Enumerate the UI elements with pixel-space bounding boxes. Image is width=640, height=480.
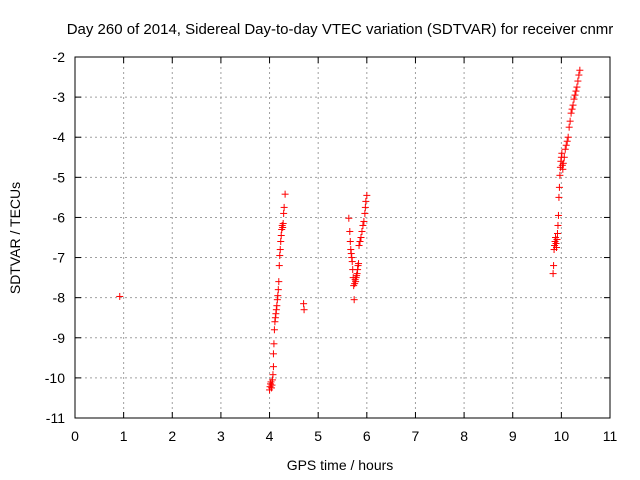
data-point bbox=[269, 350, 277, 358]
data-point bbox=[555, 193, 563, 201]
data-point bbox=[355, 260, 363, 268]
y-tick-label: -6 bbox=[53, 209, 66, 225]
y-tick-label: -7 bbox=[53, 250, 66, 266]
data-point bbox=[277, 238, 285, 246]
data-point bbox=[564, 133, 572, 141]
data-point bbox=[363, 191, 371, 199]
x-tick-label: 3 bbox=[217, 428, 225, 444]
data-point bbox=[270, 340, 278, 348]
data-point bbox=[573, 83, 581, 91]
data-point bbox=[273, 302, 281, 310]
plot-border bbox=[74, 56, 611, 419]
data-point bbox=[568, 105, 576, 113]
data-point bbox=[277, 231, 285, 239]
y-axis-label: SDTVAR / TECUs bbox=[7, 182, 23, 294]
data-point bbox=[549, 270, 557, 278]
x-tick-label: 0 bbox=[71, 428, 79, 444]
data-point bbox=[360, 217, 368, 225]
data-point bbox=[554, 211, 562, 219]
data-point bbox=[570, 95, 578, 103]
data-point bbox=[116, 292, 124, 300]
data-point bbox=[362, 197, 370, 205]
data-point bbox=[361, 209, 369, 217]
data-point bbox=[350, 296, 358, 304]
data-point bbox=[276, 252, 284, 260]
x-axis-label: GPS time / hours bbox=[287, 457, 394, 473]
y-tick-label: -2 bbox=[53, 49, 66, 65]
x-tick-label: 7 bbox=[412, 428, 420, 444]
data-point bbox=[554, 221, 562, 229]
data-point bbox=[269, 371, 277, 379]
data-point bbox=[346, 227, 354, 235]
data-points bbox=[116, 66, 584, 394]
x-tick-label: 1 bbox=[120, 428, 128, 444]
data-point bbox=[358, 227, 366, 235]
data-point bbox=[356, 238, 364, 246]
data-point bbox=[359, 221, 367, 229]
data-point bbox=[562, 141, 570, 149]
data-point bbox=[280, 209, 288, 217]
axis-ticks bbox=[74, 56, 611, 419]
data-point bbox=[270, 326, 278, 334]
data-point bbox=[566, 117, 574, 125]
x-tick-label: 5 bbox=[314, 428, 322, 444]
data-point bbox=[553, 244, 560, 252]
data-point bbox=[559, 159, 567, 167]
data-point bbox=[357, 234, 365, 241]
data-point bbox=[559, 165, 567, 173]
data-point bbox=[571, 91, 579, 99]
data-point bbox=[274, 286, 282, 294]
y-tick-label: -11 bbox=[46, 410, 65, 426]
data-point bbox=[275, 278, 283, 286]
data-point bbox=[574, 77, 582, 85]
data-point bbox=[280, 203, 288, 211]
data-point bbox=[269, 363, 277, 371]
data-point bbox=[279, 219, 287, 227]
data-point bbox=[275, 262, 283, 270]
data-point bbox=[355, 242, 363, 250]
data-point bbox=[345, 214, 353, 222]
data-point bbox=[565, 123, 573, 131]
x-tick-label: 6 bbox=[363, 428, 371, 444]
data-point bbox=[300, 300, 308, 308]
x-tick-labels: 0 1 2 3 4 5 6 7 8 9 10 11 bbox=[71, 428, 617, 444]
data-point bbox=[561, 145, 569, 153]
x-tick-label: 11 bbox=[603, 428, 618, 444]
y-tick-label: -3 bbox=[53, 89, 66, 105]
data-point bbox=[569, 101, 577, 109]
data-point bbox=[556, 171, 564, 179]
data-point bbox=[563, 137, 571, 145]
data-point bbox=[558, 149, 566, 157]
data-point bbox=[276, 246, 284, 254]
y-tick-label: -9 bbox=[53, 330, 66, 346]
data-point bbox=[572, 87, 580, 95]
x-tick-label: 4 bbox=[266, 428, 274, 444]
data-point bbox=[576, 66, 584, 74]
data-point bbox=[361, 203, 369, 211]
x-tick-label: 8 bbox=[460, 428, 468, 444]
y-tick-label: -5 bbox=[53, 169, 66, 185]
data-point bbox=[555, 183, 563, 191]
data-point bbox=[567, 109, 575, 117]
data-point bbox=[553, 229, 561, 237]
x-tick-label: 10 bbox=[554, 428, 570, 444]
y-tick-label: -8 bbox=[53, 290, 66, 306]
data-point bbox=[346, 238, 354, 246]
y-tick-label: -4 bbox=[53, 129, 66, 145]
data-point bbox=[274, 292, 282, 300]
data-point bbox=[300, 306, 308, 314]
y-tick-label: -10 bbox=[45, 370, 65, 386]
data-point bbox=[560, 153, 568, 161]
grid-lines bbox=[75, 57, 610, 418]
chart-title: Day 260 of 2014, Sidereal Day-to-day VTE… bbox=[67, 21, 614, 38]
data-point bbox=[550, 262, 558, 270]
data-point bbox=[348, 258, 356, 266]
data-point bbox=[575, 71, 583, 79]
data-point bbox=[281, 190, 289, 198]
y-tick-labels: -11 -10 -9 -8 -7 -6 -5 -4 -3 -2 bbox=[45, 49, 65, 426]
x-tick-label: 2 bbox=[168, 428, 176, 444]
x-tick-label: 9 bbox=[509, 428, 517, 444]
data-point bbox=[553, 236, 561, 244]
